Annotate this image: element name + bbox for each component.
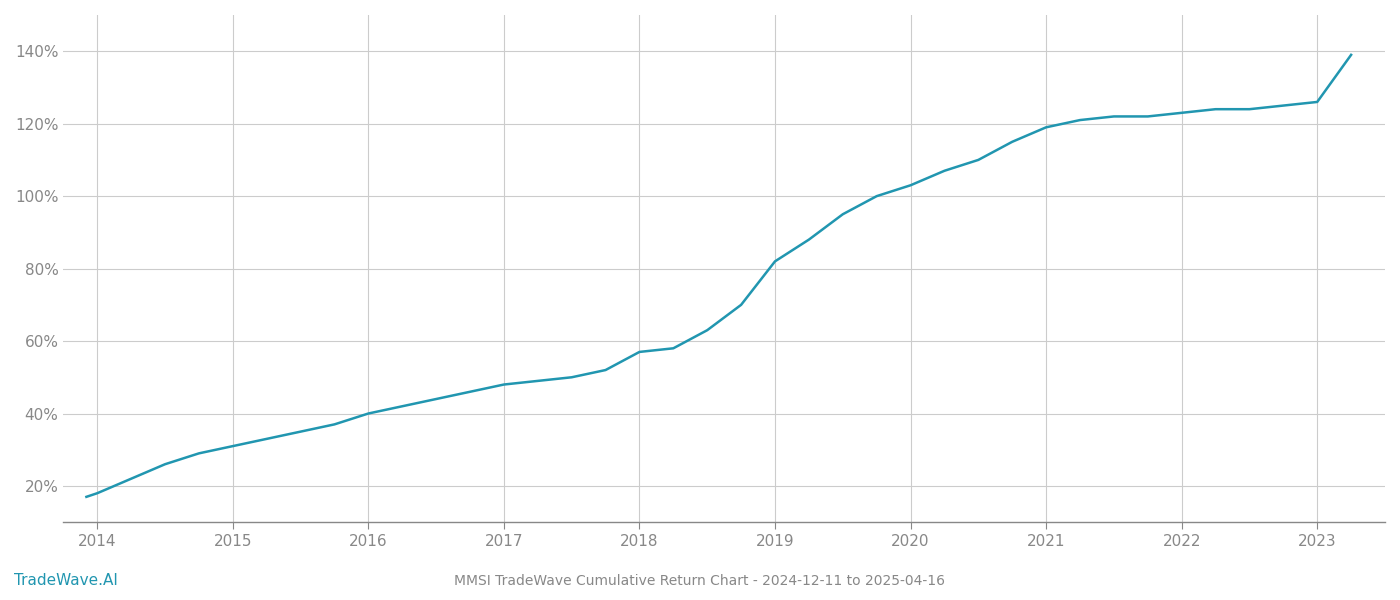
Text: TradeWave.AI: TradeWave.AI: [14, 573, 118, 588]
Text: MMSI TradeWave Cumulative Return Chart - 2024-12-11 to 2025-04-16: MMSI TradeWave Cumulative Return Chart -…: [455, 574, 945, 588]
